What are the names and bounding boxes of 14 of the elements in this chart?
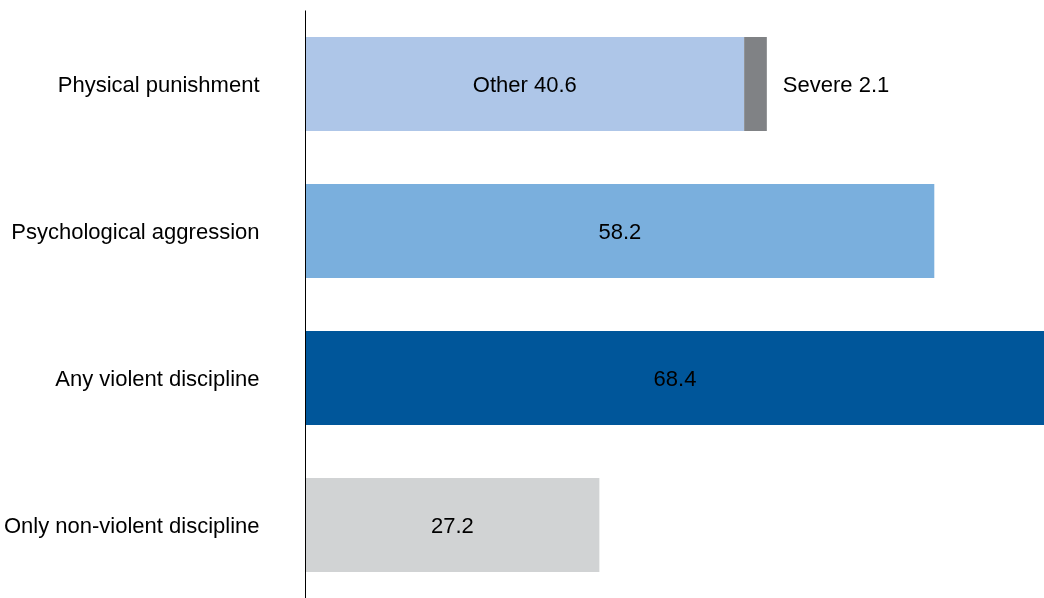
bar bbox=[305, 330, 1044, 426]
data-label: 58.2 bbox=[598, 218, 642, 244]
y-tick-label: Physical punishment bbox=[57, 71, 260, 97]
data-label: Other 40.6 bbox=[472, 71, 577, 97]
data-label: 68.4 bbox=[653, 365, 697, 391]
bar bbox=[305, 183, 935, 279]
data-label: Severe 2.1 bbox=[782, 71, 890, 97]
bar bbox=[305, 36, 745, 132]
y-tick-label: Psychological aggression bbox=[11, 218, 260, 244]
data-label: 27.2 bbox=[431, 512, 474, 538]
y-tick-label: Any violent discipline bbox=[55, 365, 260, 391]
bar bbox=[744, 36, 767, 132]
y-tick-label: Only non-violent discipline bbox=[3, 512, 260, 538]
bar bbox=[305, 477, 600, 573]
